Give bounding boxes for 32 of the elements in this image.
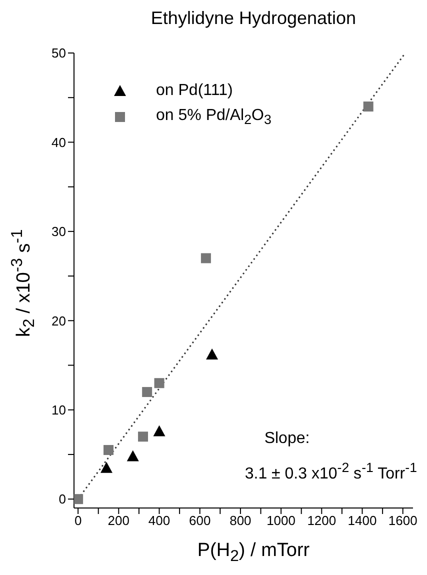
annotation: Slope: (263, 430, 311, 448)
point (154, 378, 164, 388)
point (206, 348, 218, 360)
y-tick-label: 30 (52, 224, 66, 240)
point (74, 494, 84, 504)
x-tick-label: 1000 (266, 513, 296, 528)
y-tick-label: 0 (58, 492, 66, 507)
y-tick-label: 40 (52, 134, 66, 150)
x-tick-label: 800 (230, 513, 252, 528)
x-tick-label: 1400 (348, 513, 377, 528)
y-tick-label: 10 (52, 402, 66, 418)
x-axis-title: P(H$_{2}$) / mTorr (196, 540, 311, 566)
annotation: 3.1 ± 0.3 x10$^{-2}$ s$^{-1}$ Torr$^{-1}$ (244, 460, 417, 484)
x-tick-label: 600 (189, 513, 211, 528)
chart-title: Ethylidyne Hydrogenation (150, 8, 358, 29)
x-tick-label: 200 (108, 513, 130, 528)
y-tick-label: 20 (52, 313, 66, 328)
point (100, 462, 112, 473)
point (104, 445, 114, 456)
point (200, 253, 211, 264)
x-tick-label: 1600 (388, 513, 418, 528)
x-tick-label: 400 (148, 513, 170, 528)
point (138, 432, 148, 442)
point (363, 102, 374, 112)
legend-label: on 5% Pd/Al$_{2}$O$_{3}$ (156, 106, 272, 128)
x-tick-label: 0 (74, 513, 82, 528)
legend-label: on Pd(111) (156, 82, 233, 100)
y-tick-label: 50 (52, 46, 66, 61)
point (142, 387, 152, 398)
point (153, 425, 166, 436)
point (126, 450, 139, 462)
x-tick-label: 1200 (307, 513, 336, 528)
